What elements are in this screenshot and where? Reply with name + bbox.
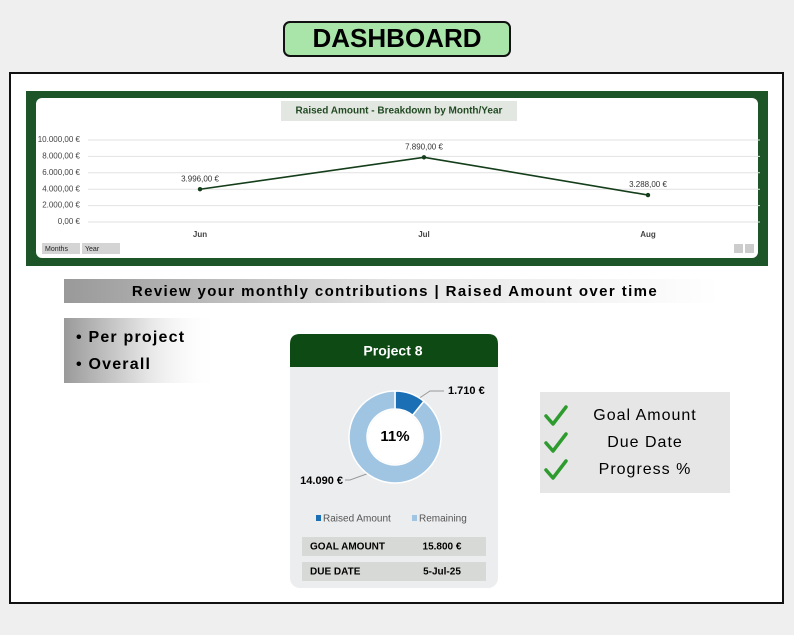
chart-title: Raised Amount - Breakdown by Month/Year	[296, 106, 503, 117]
check-label: Goal Amount	[593, 407, 697, 424]
data-label: 7.890,00 €	[405, 142, 443, 151]
check-label: Due Date	[607, 434, 683, 451]
point	[197, 187, 203, 192]
bullets-box	[64, 318, 218, 383]
banner: Review your monthly contributions | Rais…	[132, 283, 658, 300]
x-tick-label: Jun	[193, 230, 207, 239]
filter-label[interactable]: Months	[45, 246, 68, 253]
filters: Months Year	[42, 243, 120, 254]
chart-title-box	[281, 101, 517, 121]
donut-slice	[348, 390, 442, 484]
filter-label[interactable]: Year	[85, 246, 100, 253]
info-row	[302, 537, 486, 556]
y-tick-label: 2.000,00 €	[42, 201, 80, 210]
y-tick-label: 10.000,00 €	[38, 135, 81, 144]
info-label: GOAL AMOUNT	[310, 542, 385, 553]
bullet: • Per project	[76, 329, 185, 346]
check-icon	[544, 432, 568, 453]
legend-swatch	[412, 515, 417, 521]
info-row	[302, 562, 486, 581]
page-title: DASHBOARD	[313, 23, 482, 53]
title-box	[283, 21, 511, 57]
y-tick-label: 0,00 €	[58, 217, 81, 226]
check-label: Progress %	[599, 461, 692, 478]
y-tick-label: 6.000,00 €	[42, 168, 80, 177]
zoom-in[interactable]	[734, 244, 743, 253]
zoom-out[interactable]	[745, 244, 754, 253]
data-label: 3.996,00 €	[181, 174, 219, 183]
chart-panel	[36, 98, 758, 258]
checklist-box	[540, 392, 730, 493]
y-tick-label: 8.000,00 €	[42, 152, 80, 161]
data-label: 14.090 €	[300, 475, 343, 487]
legend-label: Raised Amount	[323, 514, 391, 525]
leader-line	[345, 471, 373, 481]
project-title: Project 8	[363, 343, 422, 359]
check-icon	[544, 459, 568, 480]
filter-button[interactable]	[42, 243, 80, 254]
donut-hole	[368, 410, 422, 464]
legend-swatch	[316, 515, 321, 521]
data-label: 3.288,00 €	[629, 180, 667, 189]
point	[421, 155, 427, 160]
data-label: 1.710 €	[448, 385, 485, 397]
x-tick-label: Aug	[640, 230, 656, 239]
point	[645, 192, 651, 198]
donut-chart: 11% 1.710 € 14.090 € Raised Amount Remaining…	[300, 385, 486, 581]
info-value: 5-Jul-25	[423, 567, 461, 578]
info-label: DUE DATE	[310, 567, 361, 578]
banner-box	[64, 279, 720, 303]
check-icon	[544, 405, 568, 426]
project-header	[290, 334, 498, 367]
filter-button[interactable]	[82, 243, 120, 254]
bullet: • Overall	[76, 356, 151, 373]
checklist: Goal Amount Due Date Progress %	[544, 405, 697, 480]
line-chart: 0,00 € 2.000,00 € 4.000,00 € 6.000,00 € 8.00…	[38, 135, 760, 239]
center-label: 11%	[380, 428, 409, 445]
legend-label: Remaining	[419, 514, 467, 525]
info-value: 15.800 €	[423, 542, 462, 553]
y-tick-label: 4.000,00 €	[42, 184, 80, 193]
x-tick-label: Jul	[418, 230, 430, 239]
